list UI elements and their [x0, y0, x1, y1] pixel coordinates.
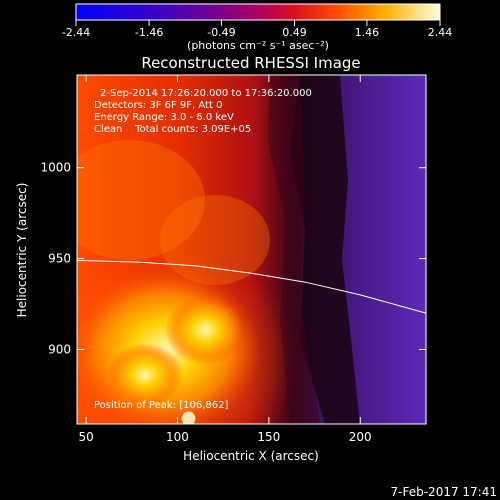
- solar-limb: [77, 259, 426, 314]
- y-tick-label: 900: [48, 342, 71, 356]
- x-tick-label: 100: [166, 430, 189, 444]
- plot-frame: [76, 74, 427, 425]
- dark-lane-soft: [268, 75, 320, 424]
- colorbar-tick-label: 1.46: [355, 26, 380, 39]
- y-axis-ticks: 900 950 1000: [40, 161, 426, 356]
- peak-position-label: Position of Peak: [106,862]: [94, 400, 228, 411]
- hot-core-3: [107, 343, 183, 407]
- annotation-energy: Energy Range: 3.0 - 6.0 keV: [94, 112, 234, 123]
- y-tick-label: 950: [48, 252, 71, 266]
- colorbar-tick-label: 0.49: [282, 26, 307, 39]
- annotation-detectors: Detectors: 3F 6F 9F, Att 0: [94, 100, 222, 111]
- x-tick-label: 200: [349, 430, 372, 444]
- x-tick-label: 50: [78, 430, 93, 444]
- colorbar-tick-label: -2.44: [62, 26, 90, 39]
- blob-mid: [160, 195, 270, 285]
- colorbar-tick-label: 2.44: [428, 26, 453, 39]
- image-map: [77, 75, 426, 424]
- y-axis-label: Heliocentric Y (arcsec): [15, 183, 29, 318]
- hot-core-2: [165, 295, 245, 365]
- annotation-time: 2-Sep-2014 17:26:20.000 to 17:36:20.000: [100, 88, 312, 99]
- colorbar-ticks: -2.44 -1.46 -0.49 0.49 1.46 2.44: [62, 20, 452, 39]
- colorbar-units: (photons cm⁻² s⁻¹ asec⁻²): [187, 39, 329, 52]
- dark-lane: [290, 75, 360, 424]
- blob-upper: [77, 140, 205, 260]
- annotation-counts: Clean Total counts: 3.09E+05: [94, 124, 251, 135]
- x-axis-label: Heliocentric X (arcsec): [183, 449, 319, 463]
- colorbar-tick-label: -1.46: [135, 26, 163, 39]
- y-tick-label: 1000: [40, 161, 71, 175]
- x-tick-label: 150: [257, 430, 280, 444]
- annotations: 2-Sep-2014 17:26:20.000 to 17:36:20.000 …: [94, 88, 312, 411]
- colorbar-tick-label: -0.49: [207, 26, 235, 39]
- chart-title: Reconstructed RHESSI Image: [141, 54, 360, 72]
- x-axis-ticks: 50 100 150 200: [78, 75, 372, 444]
- colorbar: [75, 3, 441, 21]
- footer-date: 7-Feb-2017 17:41: [391, 485, 497, 499]
- peak-marker: [181, 411, 196, 424]
